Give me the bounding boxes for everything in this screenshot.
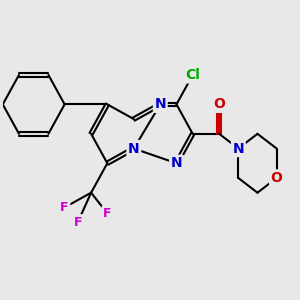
Text: O: O <box>271 171 283 185</box>
Text: F: F <box>103 207 112 220</box>
Text: N: N <box>128 142 140 155</box>
Text: F: F <box>60 201 69 214</box>
Text: O: O <box>213 98 225 111</box>
Text: F: F <box>74 216 82 229</box>
Text: N: N <box>232 142 244 155</box>
Text: Cl: Cl <box>185 68 200 82</box>
Text: N: N <box>171 156 182 170</box>
Text: N: N <box>154 98 166 111</box>
